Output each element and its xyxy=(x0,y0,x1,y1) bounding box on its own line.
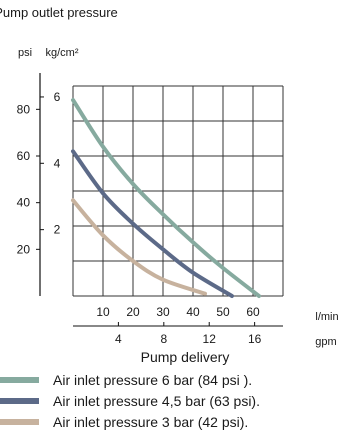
series-line-3 xyxy=(71,198,207,296)
x-lpm-tick-label: 20 xyxy=(126,305,140,319)
legend-swatch-3 xyxy=(0,419,39,425)
grid xyxy=(72,85,284,297)
legend-label-3: Air inlet pressure 3 bar (42 psi). xyxy=(53,414,248,430)
x-lpm-tick-label: 60 xyxy=(246,305,260,319)
y-kgcm2-tick-label: 2 xyxy=(54,223,61,237)
series-line-1 xyxy=(71,98,261,298)
y-psi-tick-label: 20 xyxy=(17,242,31,256)
series-line-2 xyxy=(71,149,234,298)
x-axis-label: Pump delivery xyxy=(141,349,230,365)
y-psi-tick-label: 80 xyxy=(17,102,31,116)
legend-label-1: Air inlet pressure 6 bar (84 psi ). xyxy=(53,372,252,388)
legend-swatch-1 xyxy=(0,377,39,383)
series-lines xyxy=(71,98,261,298)
chart-title: Pump outlet pressure xyxy=(0,5,118,20)
legend-label-2: Air inlet pressure 4,5 bar (63 psi). xyxy=(53,393,260,409)
x-lpm-tick-label: 10 xyxy=(96,305,110,319)
y-psi-tick-label: 60 xyxy=(17,149,31,163)
x-gpm-tick-label: 8 xyxy=(160,332,167,346)
x-lpm-tick-label: 30 xyxy=(156,305,170,319)
axes xyxy=(36,73,283,327)
x-unit-lpm: l/min xyxy=(315,311,338,323)
y-psi-tick-label: 40 xyxy=(17,196,31,210)
x-lpm-tick-label: 40 xyxy=(186,305,200,319)
y-unit-kgcm2: kg/cm² xyxy=(46,47,79,59)
x-gpm-tick-label: 16 xyxy=(248,332,262,346)
x-lpm-tick-label: 50 xyxy=(216,305,230,319)
x-gpm-tick-label: 4 xyxy=(115,332,122,346)
y-kgcm2-tick-label: 6 xyxy=(54,90,61,104)
tick-labels: 20 40 60 80 2 4 6 10 20 30 40 50 60 4 8 12 16 xyxy=(17,90,262,346)
y-unit-psi: psi xyxy=(18,47,32,59)
x-gpm-tick-label: 12 xyxy=(203,332,217,346)
y-kgcm2-tick-label: 4 xyxy=(54,156,61,170)
x-unit-gpm: gpm xyxy=(315,336,336,348)
legend-swatch-2 xyxy=(0,398,39,404)
legend: Air inlet pressure 6 bar (84 psi ). Air i… xyxy=(0,372,260,430)
